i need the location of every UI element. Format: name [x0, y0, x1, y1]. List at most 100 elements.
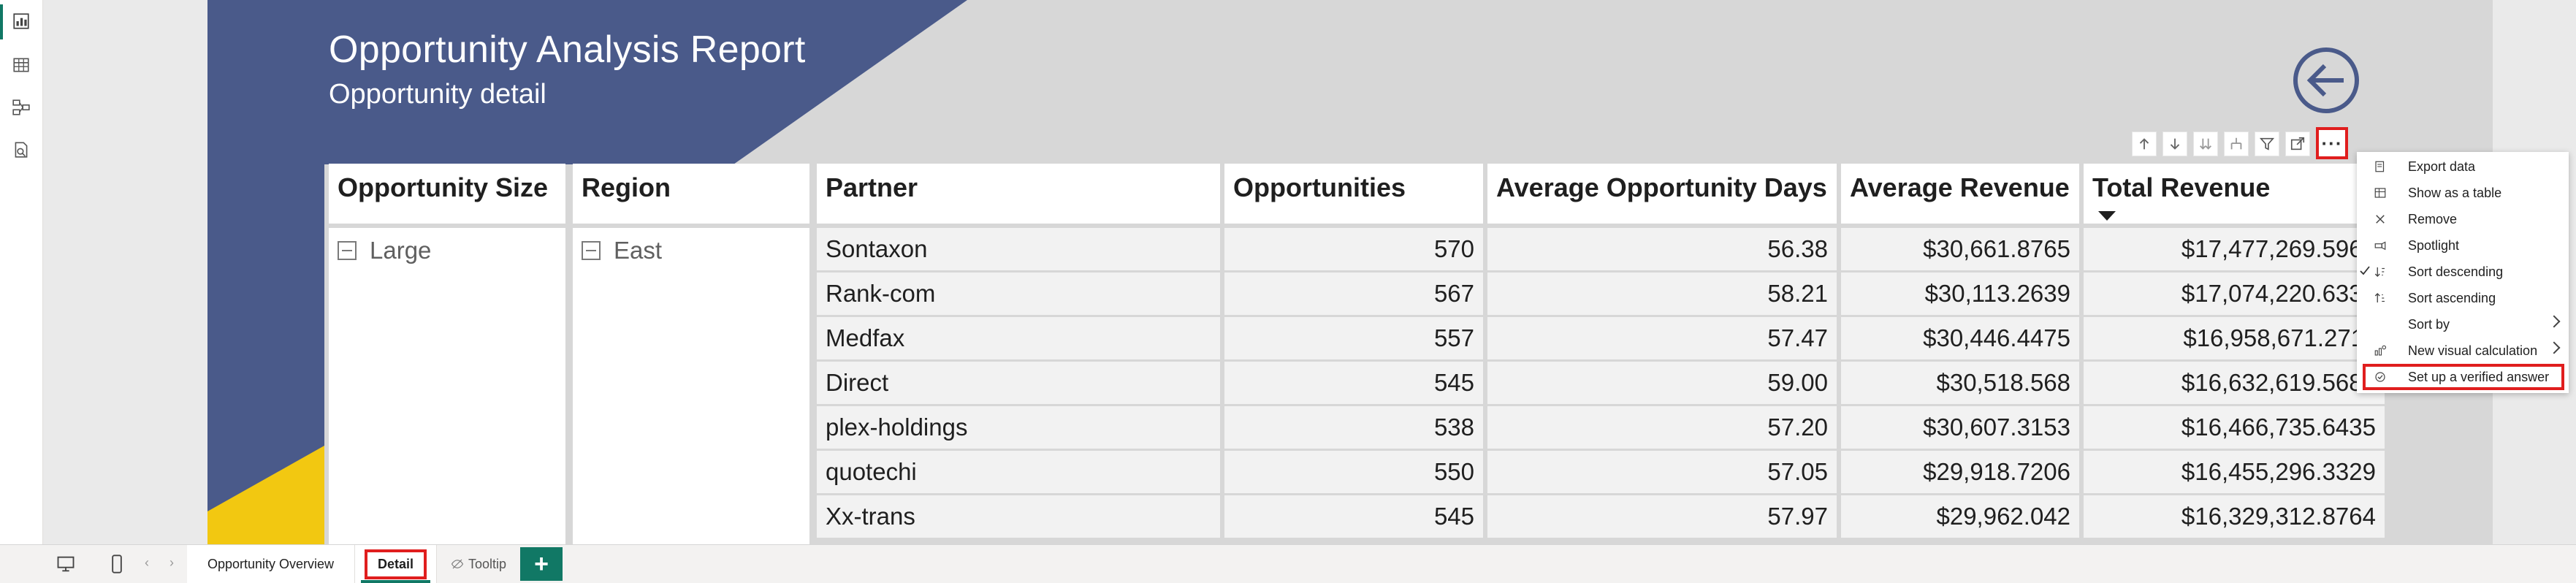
- filter-icon[interactable]: [2255, 132, 2279, 156]
- page-tab-detail[interactable]: Detail: [355, 545, 437, 583]
- previous-page-arrow-icon[interactable]: ‹: [145, 555, 149, 570]
- menu-item-label: Sort ascending: [2408, 290, 2496, 305]
- cell-partner: Sontaxon: [817, 228, 1220, 270]
- column-header-region[interactable]: Region: [573, 164, 809, 224]
- report-title: Opportunity Analysis Report: [329, 28, 806, 71]
- cell-opportunities: 550: [1224, 451, 1483, 493]
- focus-mode-icon[interactable]: [2285, 132, 2310, 156]
- menu-item-show-as-a-table[interactable]: Show as a table: [2357, 180, 2569, 206]
- cell-total-revenue: $17,074,220.6331: [2084, 273, 2385, 315]
- page-tab-opportunity-overview[interactable]: Opportunity Overview: [187, 545, 355, 583]
- menu-item-spotlight[interactable]: Spotlight: [2357, 232, 2569, 259]
- checkmark-icon: [2360, 263, 2370, 278]
- cell-opportunities: 570: [1224, 228, 1483, 270]
- group-region-label: East: [614, 237, 663, 264]
- cell-average-revenue: $30,607.3153: [1841, 406, 2079, 449]
- cell-average-revenue: $30,446.4475: [1841, 317, 2079, 359]
- cell-average-opportunity-days: 57.97: [1487, 495, 1837, 538]
- menu-item-label: New visual calculation: [2408, 343, 2538, 358]
- column-header-partner[interactable]: Partner: [817, 164, 1220, 224]
- remove-icon: [2373, 212, 2388, 226]
- model-view-icon[interactable]: [9, 95, 34, 120]
- cell-partner: Xx-trans: [817, 495, 1220, 538]
- column-header-average-opportunity-days[interactable]: Average Opportunity Days: [1487, 164, 1837, 224]
- cell-opportunities: 545: [1224, 495, 1483, 538]
- collapse-size-icon[interactable]: [338, 241, 357, 260]
- more-options-icon: ···: [2321, 132, 2343, 154]
- mobile-layout-icon[interactable]: [104, 551, 130, 577]
- drill-down-icon[interactable]: [2162, 132, 2187, 156]
- report-view-icon[interactable]: [9, 9, 34, 34]
- next-page-arrow-icon[interactable]: ›: [169, 555, 174, 570]
- table-view-icon[interactable]: [9, 53, 34, 77]
- cell-opportunities: 545: [1224, 362, 1483, 404]
- dax-query-view-icon[interactable]: [9, 137, 34, 162]
- page-tab-label: Tooltip: [468, 556, 507, 571]
- menu-item-export-data[interactable]: Export data: [2357, 153, 2569, 180]
- show-as-table-icon: [2373, 186, 2388, 200]
- cell-average-opportunity-days: 56.38: [1487, 228, 1837, 270]
- cell-total-revenue: $16,958,671.2711: [2084, 317, 2385, 359]
- cell-average-revenue: $30,113.2639: [1841, 273, 2079, 315]
- menu-item-label: Spotlight: [2408, 237, 2460, 253]
- page-tabs-bar: ‹ › Opportunity Overview Detail Tooltip …: [0, 544, 2576, 583]
- cell-average-opportunity-days: 57.20: [1487, 406, 1837, 449]
- menu-item-label: Show as a table: [2408, 185, 2502, 200]
- page-tab-label: Opportunity Overview: [207, 556, 335, 571]
- cell-opportunities: 567: [1224, 273, 1483, 315]
- report-page: Opportunity Analysis Report Opportunity …: [207, 0, 2493, 544]
- menu-item-sort-ascending[interactable]: Sort ascending: [2357, 285, 2569, 311]
- column-header-total-revenue[interactable]: Total Revenue: [2084, 164, 2385, 224]
- export-data-icon: [2373, 159, 2388, 174]
- cell-total-revenue: $17,477,269.5964: [2084, 228, 2385, 270]
- menu-item-sort-descending[interactable]: Sort descending: [2357, 259, 2569, 285]
- total-revenue-header-label: Total Revenue: [2092, 172, 2271, 202]
- menu-item-set-up-a-verified-answer[interactable]: Set up a verified answer: [2363, 364, 2564, 390]
- page-banner-shape: [207, 0, 967, 544]
- cell-partner: plex-holdings: [817, 406, 1220, 449]
- expand-next-level-icon[interactable]: [2193, 132, 2218, 156]
- visual-context-menu: Export data Show as a table Remove Spotligh…: [2357, 152, 2569, 393]
- spotlight-icon: [2373, 238, 2388, 253]
- submenu-chevron-icon: [2548, 341, 2561, 354]
- menu-item-remove[interactable]: Remove: [2357, 206, 2569, 232]
- cell-average-opportunity-days: 59.00: [1487, 362, 1837, 404]
- cell-opportunities: 557: [1224, 317, 1483, 359]
- expand-hierarchy-icon[interactable]: [2224, 132, 2249, 156]
- menu-item-label: Export data: [2408, 159, 2476, 174]
- back-arrow-icon: [2293, 47, 2359, 113]
- collapse-region-icon[interactable]: [582, 241, 601, 260]
- column-header-opportunities[interactable]: Opportunities: [1224, 164, 1483, 224]
- cell-partner: Medfax: [817, 317, 1220, 359]
- more-options-button[interactable]: ···: [2316, 127, 2348, 159]
- cell-total-revenue: $16,466,735.6435: [2084, 406, 2385, 449]
- menu-item-label: Set up a verified answer: [2408, 369, 2550, 384]
- submenu-chevron-icon: [2548, 315, 2561, 328]
- page-tab-label: Detail: [364, 549, 427, 579]
- sort-descending-icon: [2373, 264, 2388, 279]
- report-subtitle: Opportunity detail: [329, 79, 546, 110]
- cell-total-revenue: $16,455,296.3329: [2084, 451, 2385, 493]
- add-page-button[interactable]: +: [520, 547, 563, 581]
- menu-item-new-visual-calculation[interactable]: New visual calculation: [2357, 338, 2569, 364]
- active-tab-underline: [361, 580, 430, 583]
- menu-item-sort-by[interactable]: Sort by: [2357, 311, 2569, 338]
- column-header-opportunity-size[interactable]: Opportunity Size: [329, 164, 565, 224]
- hidden-page-icon: [451, 559, 464, 569]
- cell-total-revenue: $16,329,312.8764: [2084, 495, 2385, 538]
- menu-item-label: Sort by: [2408, 316, 2450, 332]
- cell-average-opportunity-days: 57.47: [1487, 317, 1837, 359]
- page-tab-tooltip[interactable]: Tooltip: [438, 545, 519, 583]
- drill-up-icon[interactable]: [2132, 132, 2157, 156]
- cell-partner: Rank-com: [817, 273, 1220, 315]
- cell-partner: Direct: [817, 362, 1220, 404]
- desktop-layout-icon[interactable]: [53, 551, 79, 577]
- cell-opportunities: 538: [1224, 406, 1483, 449]
- cell-total-revenue: $16,632,619.5688: [2084, 362, 2385, 404]
- column-header-average-revenue[interactable]: Average Revenue: [1841, 164, 2079, 224]
- back-button[interactable]: [2291, 45, 2361, 115]
- group-cell-opportunity-size: Large: [329, 228, 565, 544]
- group-size-label: Large: [370, 237, 432, 264]
- group-cell-region: East: [573, 228, 809, 544]
- cell-average-revenue: $29,918.7206: [1841, 451, 2079, 493]
